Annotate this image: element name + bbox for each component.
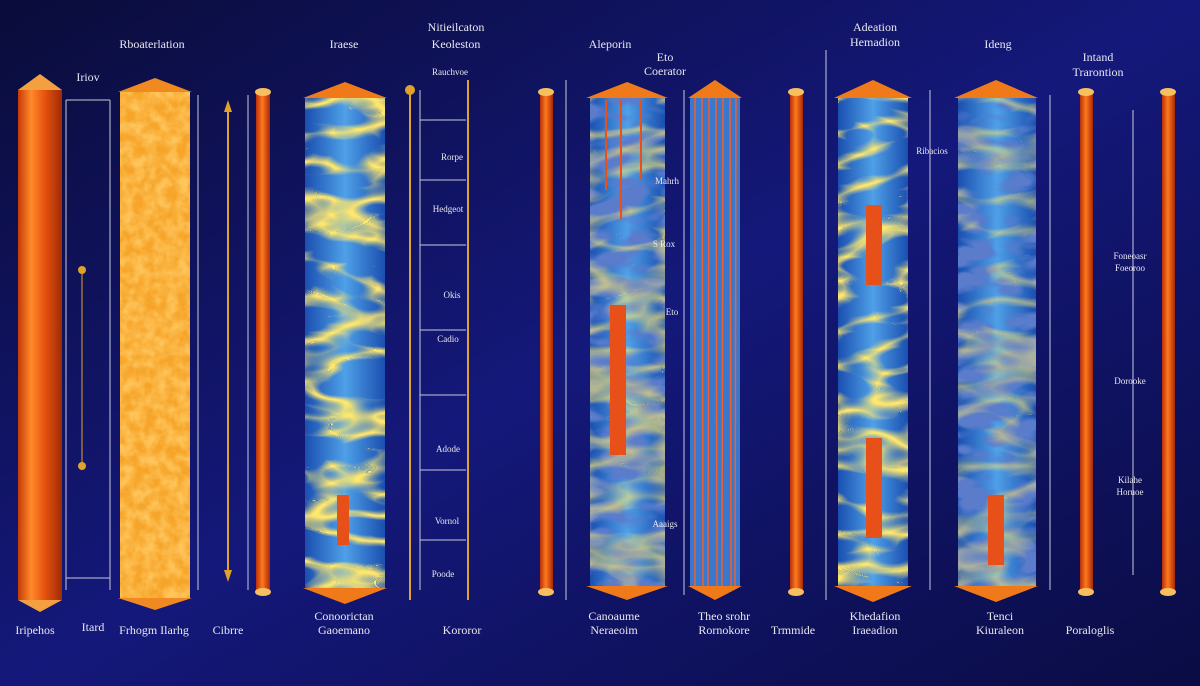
footer-label: Kororor bbox=[443, 623, 482, 637]
cylinder bbox=[18, 74, 62, 612]
side-label: Rauchvoe bbox=[432, 67, 468, 77]
header-label: Keoleston bbox=[432, 37, 481, 51]
footer-label: Cibrre bbox=[213, 623, 244, 637]
footer-label: Tenci bbox=[987, 609, 1014, 623]
side-label: Dorooke bbox=[1114, 376, 1146, 386]
header-label: Iriov bbox=[76, 70, 99, 84]
footer-label: Gaoemano bbox=[318, 623, 370, 637]
side-label: Vornol bbox=[435, 516, 460, 526]
side-label: Adode bbox=[436, 444, 460, 454]
side-label: Poode bbox=[432, 569, 455, 579]
side-label: Ribacios bbox=[916, 146, 948, 156]
footer-label: Neraeoim bbox=[590, 623, 638, 637]
header-label: Ideng bbox=[984, 37, 1011, 51]
footer-label: Khedafion bbox=[850, 609, 901, 623]
footer-label: Canoaume bbox=[588, 609, 639, 623]
footer-label: Rornokore bbox=[698, 623, 749, 637]
header-label: Eto bbox=[657, 50, 674, 64]
swirl-panel bbox=[834, 80, 931, 602]
footer-label: Trmmide bbox=[771, 623, 815, 637]
streak-panel bbox=[586, 82, 668, 600]
footer-label: Poraloglis bbox=[1066, 623, 1115, 637]
side-label: Kilahe bbox=[1118, 475, 1142, 485]
header-label: Coerator bbox=[644, 64, 686, 78]
header-label: Iraese bbox=[330, 37, 359, 51]
header-label: Hemadion bbox=[850, 35, 900, 49]
tube bbox=[538, 80, 567, 600]
footer-label: Iraeadion bbox=[852, 623, 897, 637]
side-label: Okis bbox=[443, 290, 461, 300]
side-label: Eto bbox=[666, 307, 679, 317]
tube bbox=[255, 88, 271, 596]
side-label: Aaaigs bbox=[653, 519, 678, 529]
footer-label: Frhogm Ilarhg bbox=[119, 623, 189, 637]
tube bbox=[788, 50, 827, 600]
side-label: Foneoasr bbox=[1114, 251, 1147, 261]
measure-lines bbox=[65, 95, 249, 590]
side-label: Mahrh bbox=[655, 176, 679, 186]
header-label: Trarontion bbox=[1073, 65, 1124, 79]
side-label: S Rox bbox=[653, 239, 676, 249]
side-label: Hedgeot bbox=[433, 204, 464, 214]
footer-label: Conoorictan bbox=[314, 609, 373, 623]
header-label: Nitieilcaton bbox=[428, 20, 485, 34]
side-label: Rorpe bbox=[441, 152, 463, 162]
swirl-panel bbox=[954, 80, 1051, 602]
footer-label: Iripehos bbox=[15, 623, 55, 637]
header-label: Adeation bbox=[853, 20, 897, 34]
footer-label: Kiuraleon bbox=[976, 623, 1024, 637]
header-label: Intand bbox=[1083, 50, 1114, 64]
side-label: Horuoe bbox=[1117, 487, 1144, 497]
swirl-panel bbox=[303, 82, 387, 604]
footer-label: Theo srohr bbox=[698, 609, 750, 623]
textured-panel bbox=[118, 78, 192, 610]
header-label: Aleporin bbox=[589, 37, 632, 51]
side-label: Foeoroo bbox=[1115, 263, 1145, 273]
line-panel bbox=[683, 80, 742, 600]
header-label: Rboaterlation bbox=[119, 37, 184, 51]
footer-label: Itard bbox=[82, 620, 105, 634]
tube bbox=[1078, 88, 1176, 596]
side-label: Cadio bbox=[437, 334, 459, 344]
scale bbox=[405, 80, 469, 600]
